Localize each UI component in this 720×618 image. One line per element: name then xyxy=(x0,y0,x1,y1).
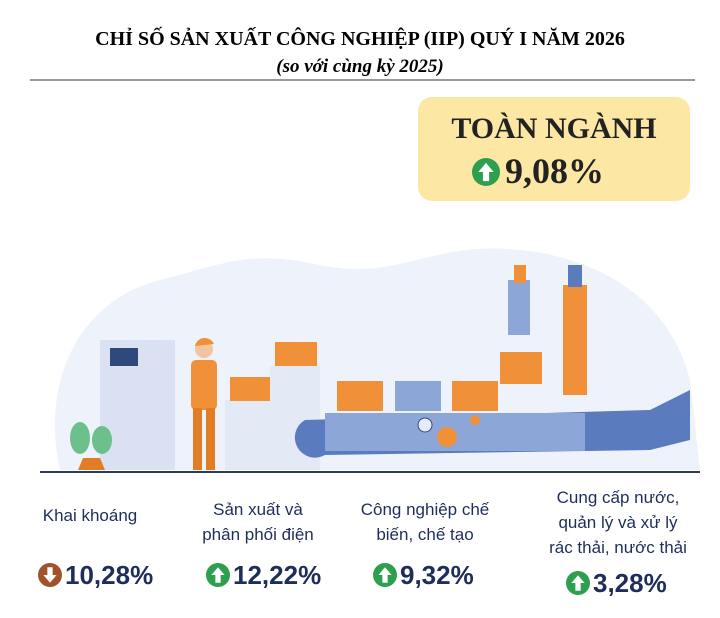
worker-body xyxy=(191,360,217,410)
trend-arrow xyxy=(571,575,585,591)
roller xyxy=(437,427,457,447)
total-value: 9,08% xyxy=(505,151,604,191)
sector-value: 12,22% xyxy=(233,560,321,590)
held-box xyxy=(500,352,542,384)
screen xyxy=(110,348,138,366)
sector-label: Sản xuất và xyxy=(213,500,303,519)
sector-label: phân phối điện xyxy=(202,525,314,544)
trend-icon xyxy=(373,563,397,587)
pot xyxy=(78,458,105,470)
robot-arm xyxy=(508,280,530,335)
sector-label: Khai khoáng xyxy=(43,506,138,525)
trend-arrow xyxy=(478,162,494,182)
trend-icon xyxy=(472,158,500,186)
robot-joint xyxy=(568,265,582,287)
sector-value: 10,28% xyxy=(65,560,153,590)
sector-value: 9,32% xyxy=(400,560,474,590)
trend-icon xyxy=(206,563,230,587)
worker-leg xyxy=(193,408,202,470)
box xyxy=(395,381,441,411)
sector-label: quản lý và xử lý xyxy=(558,513,678,532)
box xyxy=(230,377,270,401)
trend-icon xyxy=(38,563,62,587)
trend-icon xyxy=(566,571,590,595)
box xyxy=(275,342,317,366)
sector-value: 3,28% xyxy=(593,568,667,598)
illustration xyxy=(40,248,700,473)
box xyxy=(337,381,383,411)
robot-joint xyxy=(514,265,526,283)
worker-leg xyxy=(206,408,215,470)
robot-arm xyxy=(563,285,587,395)
trend-arrow xyxy=(378,567,392,583)
sector-label: Công nghiệp chế xyxy=(361,500,490,519)
helmet xyxy=(195,337,214,346)
sector-label: rác thải, nước thải xyxy=(549,538,687,557)
roller xyxy=(470,415,480,425)
sector-label: biến, chế tạo xyxy=(376,525,473,544)
trend-arrow xyxy=(211,567,225,583)
title: CHỈ SỐ SẢN XUẤT CÔNG NGHIỆP (IIP) QUÝ I … xyxy=(95,26,625,50)
total-label: TOÀN NGÀNH xyxy=(451,112,656,145)
subtitle: (so với cùng kỳ 2025) xyxy=(276,56,443,77)
sector-label: Cung cấp nước, xyxy=(557,488,680,507)
trend-arrow xyxy=(43,567,57,583)
box xyxy=(452,381,498,411)
leaf xyxy=(70,422,90,454)
roller xyxy=(417,417,433,433)
leaf xyxy=(92,426,112,454)
